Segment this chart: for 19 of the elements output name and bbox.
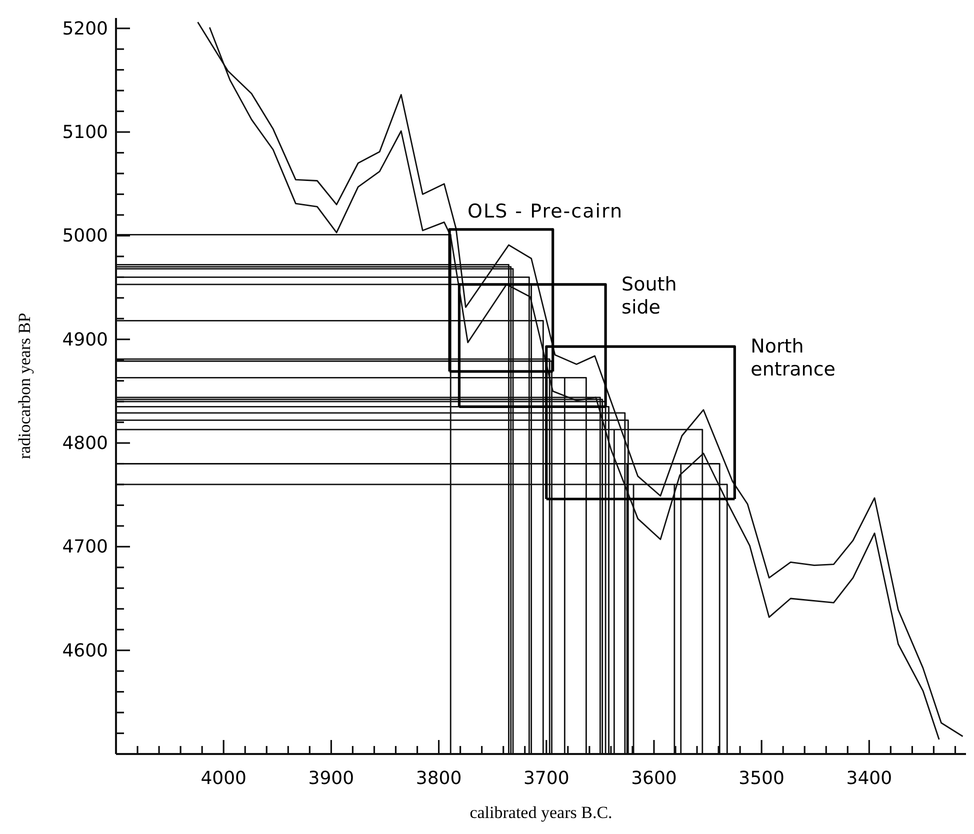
x-tick-label: 3400	[846, 768, 892, 789]
series-label: South side	[622, 273, 677, 318]
y-tick-label: 5200	[62, 18, 108, 40]
y-tick-label: 4900	[62, 329, 108, 350]
x-tick-label: 3700	[523, 768, 570, 789]
series-label: North entrance	[750, 336, 836, 381]
x-axis-title: calibrated years B.C.	[470, 803, 612, 822]
y-tick-label: 5100	[62, 122, 108, 144]
x-tick-label: 3600	[631, 768, 677, 789]
y-tick-label: 4700	[62, 536, 108, 558]
x-tick-label: 3500	[738, 768, 784, 789]
x-tick-label: 3800	[416, 768, 462, 789]
series-label: OLS - Pre-cairn	[468, 200, 624, 222]
y-axis-title: radiocarbon years BP	[15, 312, 34, 460]
x-tick-label: 4000	[200, 768, 246, 789]
y-tick-label: 4800	[62, 433, 108, 454]
y-tick-label: 5000	[62, 226, 108, 247]
y-tick-label: 4600	[62, 640, 108, 662]
x-tick-label: 3900	[308, 768, 354, 789]
